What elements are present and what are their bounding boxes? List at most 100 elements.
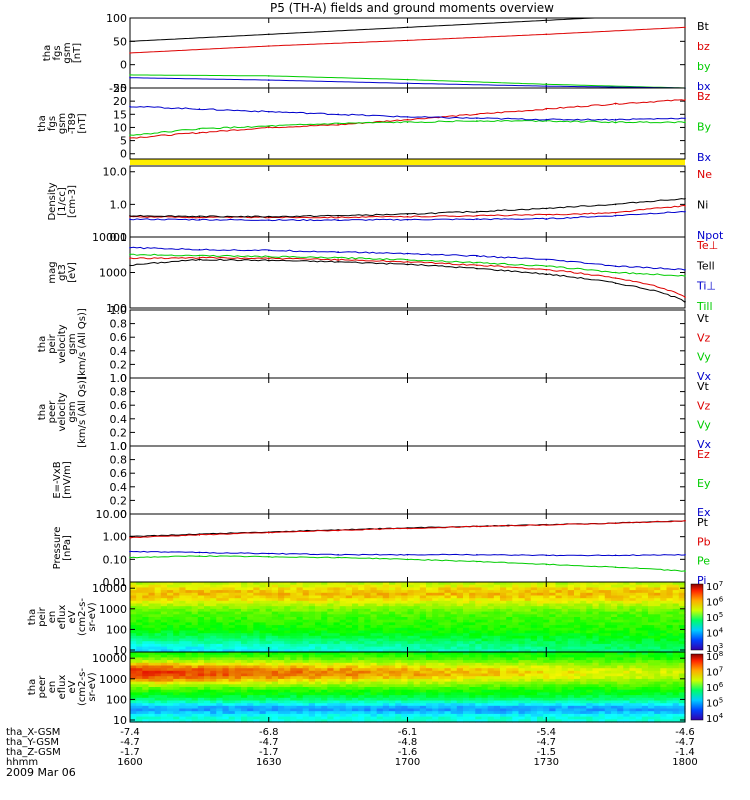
- spectrogram-cell: [327, 676, 335, 680]
- spectrogram-cell: [216, 646, 224, 650]
- spectrogram-cell: [543, 708, 550, 712]
- spectrogram-cell: [450, 657, 458, 661]
- spectrogram-cell: [518, 595, 526, 599]
- spectrogram-cell: [549, 603, 557, 607]
- data-point-Till: [268, 255, 270, 258]
- spectrogram-cell: [598, 662, 606, 667]
- spectrogram-cell: [518, 622, 526, 626]
- spectrogram-cell: [500, 606, 507, 610]
- spectrogram-cell: [666, 606, 674, 610]
- spectrogram-cell: [506, 678, 513, 683]
- spectrogram-cell: [660, 627, 668, 632]
- spectrogram-cell: [142, 716, 150, 720]
- spectrogram-cell: [345, 614, 353, 618]
- spectrogram-cell: [438, 592, 446, 597]
- spectrogram-cell: [228, 708, 236, 712]
- spectrogram-cell: [253, 608, 261, 613]
- spectrogram-cell: [296, 619, 304, 623]
- spectrogram-cell: [549, 622, 557, 626]
- spectrogram-cell: [530, 695, 538, 699]
- spectrogram-cell: [506, 697, 513, 702]
- spectrogram-cell: [426, 654, 433, 658]
- spectrogram-cell: [339, 705, 347, 710]
- spectrogram-cell: [228, 676, 236, 680]
- spectrogram-cell: [241, 600, 248, 605]
- spectrogram-cell: [438, 687, 446, 691]
- spectrogram-cell: [450, 687, 458, 691]
- spectrogram-cell: [611, 678, 618, 683]
- spectrogram-cell: [537, 592, 544, 597]
- data-point-Ti⊥: [337, 251, 339, 253]
- spectrogram-cell: [401, 668, 409, 672]
- spectrogram-cell: [284, 705, 291, 710]
- spectrogram-cell: [216, 643, 224, 648]
- spectrogram-cell: [148, 705, 156, 710]
- spectrogram-cell: [259, 622, 267, 626]
- spectrogram-cell: [450, 676, 458, 680]
- spectrogram-cell: [438, 590, 446, 594]
- spectrogram-cell: [290, 652, 298, 656]
- spectrogram-cell: [518, 652, 526, 656]
- spectrogram-cell: [666, 608, 674, 613]
- spectrogram-cell: [130, 625, 137, 629]
- spectrogram-cell: [543, 641, 550, 645]
- spectrogram-cell: [598, 608, 606, 613]
- spectrogram-cell: [376, 600, 384, 605]
- spectrogram-cell: [364, 676, 372, 680]
- spectrogram-cell: [654, 633, 661, 637]
- spectrogram-cell: [148, 598, 156, 602]
- spectrogram-cell: [210, 657, 217, 661]
- spectrogram-cell: [475, 681, 483, 685]
- spectrogram-cell: [253, 716, 261, 720]
- spectrogram-cell: [580, 654, 587, 658]
- spectrogram-cell: [167, 641, 174, 645]
- spectrogram-cell: [419, 630, 427, 634]
- spectrogram-cell: [450, 635, 458, 640]
- spectrogram-cell: [592, 697, 600, 702]
- spectrogram-cell: [247, 598, 254, 602]
- spectrogram-cell: [173, 716, 180, 720]
- spectrogram-cell: [469, 670, 476, 675]
- spectrogram-cell: [185, 713, 193, 718]
- spectrogram-cell: [271, 598, 279, 602]
- spectrogram-cell: [512, 598, 520, 602]
- spectrogram-cell: [629, 625, 637, 629]
- spectrogram-cell: [339, 641, 347, 645]
- spectrogram-cell: [333, 678, 341, 683]
- spectrogram-cell: [191, 673, 199, 677]
- spectrogram-cell: [506, 600, 513, 605]
- spectrogram-cell: [555, 668, 563, 672]
- spectrogram-cell: [444, 584, 452, 588]
- spectrogram-cell: [389, 627, 396, 632]
- spectrogram-cell: [506, 700, 513, 704]
- spectrogram-cell: [456, 719, 464, 723]
- spectrogram-cell: [580, 582, 587, 586]
- spectrogram-cell: [204, 592, 211, 597]
- spectrogram-cell: [333, 711, 341, 715]
- spectrogram-cell: [333, 654, 341, 658]
- spectrogram-cell: [197, 668, 205, 672]
- spectrogram-cell: [592, 662, 600, 667]
- spectrogram-cell: [216, 600, 224, 605]
- spectrogram-cell: [364, 687, 372, 691]
- spectrogram-cell: [167, 638, 174, 642]
- spectrogram-cell: [456, 711, 464, 715]
- spectrogram-cell: [358, 582, 365, 586]
- spectrogram-cell: [327, 646, 335, 650]
- spectrogram-cell: [567, 665, 575, 669]
- spectrogram-cell: [678, 603, 686, 607]
- colorbar-tick-label: 105: [706, 611, 723, 624]
- spectrogram-cell: [290, 719, 298, 723]
- spectrogram-cell: [185, 670, 193, 675]
- spectrogram-cell: [617, 665, 624, 669]
- spectrogram-cell: [543, 711, 550, 715]
- spectrogram-cell: [672, 617, 680, 621]
- spectrogram-cell: [376, 619, 384, 623]
- spectrogram-cell: [210, 614, 217, 618]
- spectrogram-cell: [623, 614, 631, 618]
- spectrogram-cell: [345, 697, 353, 702]
- spectrogram-cell: [493, 657, 501, 661]
- spectrogram-cell: [204, 652, 211, 656]
- spectrogram-cell: [315, 635, 322, 640]
- spectrogram-cell: [432, 595, 439, 599]
